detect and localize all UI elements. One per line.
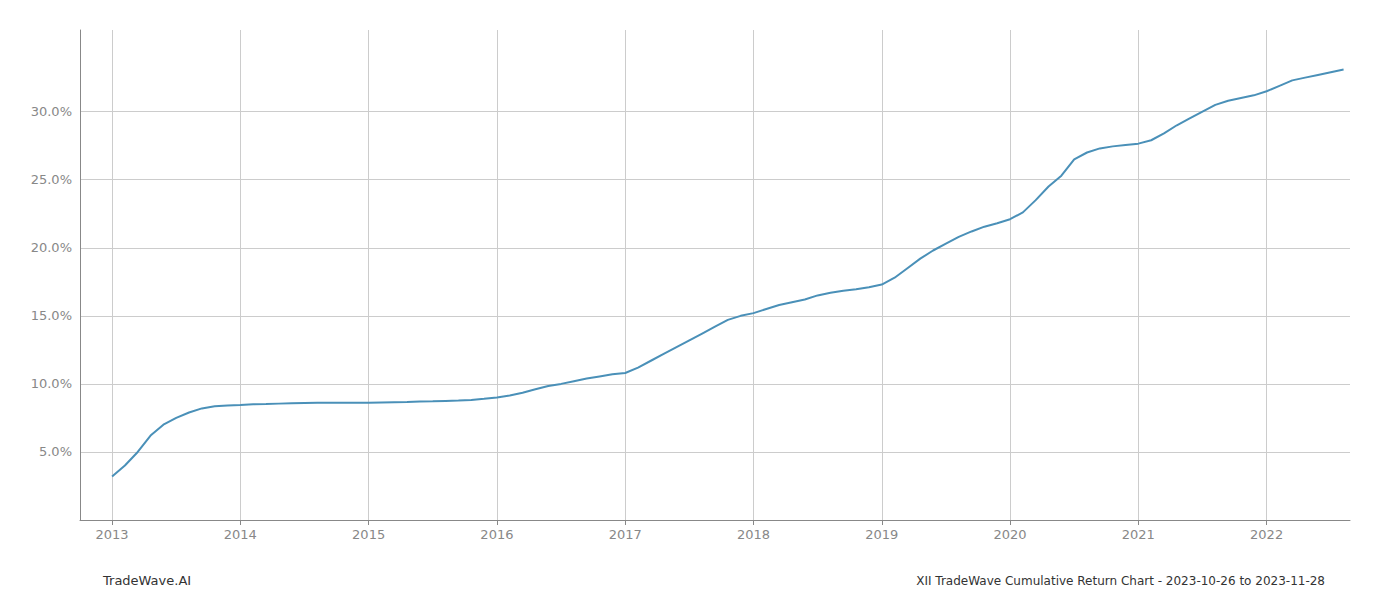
svg-text:TradeWave.AI: TradeWave.AI bbox=[102, 573, 191, 588]
svg-text:10.0%: 10.0% bbox=[31, 376, 72, 391]
svg-text:2017: 2017 bbox=[609, 527, 642, 542]
svg-text:2021: 2021 bbox=[1122, 527, 1155, 542]
svg-text:2018: 2018 bbox=[737, 527, 770, 542]
svg-text:2019: 2019 bbox=[865, 527, 898, 542]
svg-text:2020: 2020 bbox=[994, 527, 1027, 542]
svg-text:2016: 2016 bbox=[480, 527, 513, 542]
svg-text:20.0%: 20.0% bbox=[31, 240, 72, 255]
svg-text:15.0%: 15.0% bbox=[31, 308, 72, 323]
svg-text:2014: 2014 bbox=[224, 527, 257, 542]
svg-text:2013: 2013 bbox=[96, 527, 129, 542]
svg-text:25.0%: 25.0% bbox=[31, 172, 72, 187]
svg-text:2022: 2022 bbox=[1250, 527, 1283, 542]
svg-text:XII TradeWave Cumulative Retur: XII TradeWave Cumulative Return Chart - … bbox=[916, 574, 1325, 588]
svg-text:2015: 2015 bbox=[352, 527, 385, 542]
svg-text:5.0%: 5.0% bbox=[39, 444, 72, 459]
svg-text:30.0%: 30.0% bbox=[31, 104, 72, 119]
